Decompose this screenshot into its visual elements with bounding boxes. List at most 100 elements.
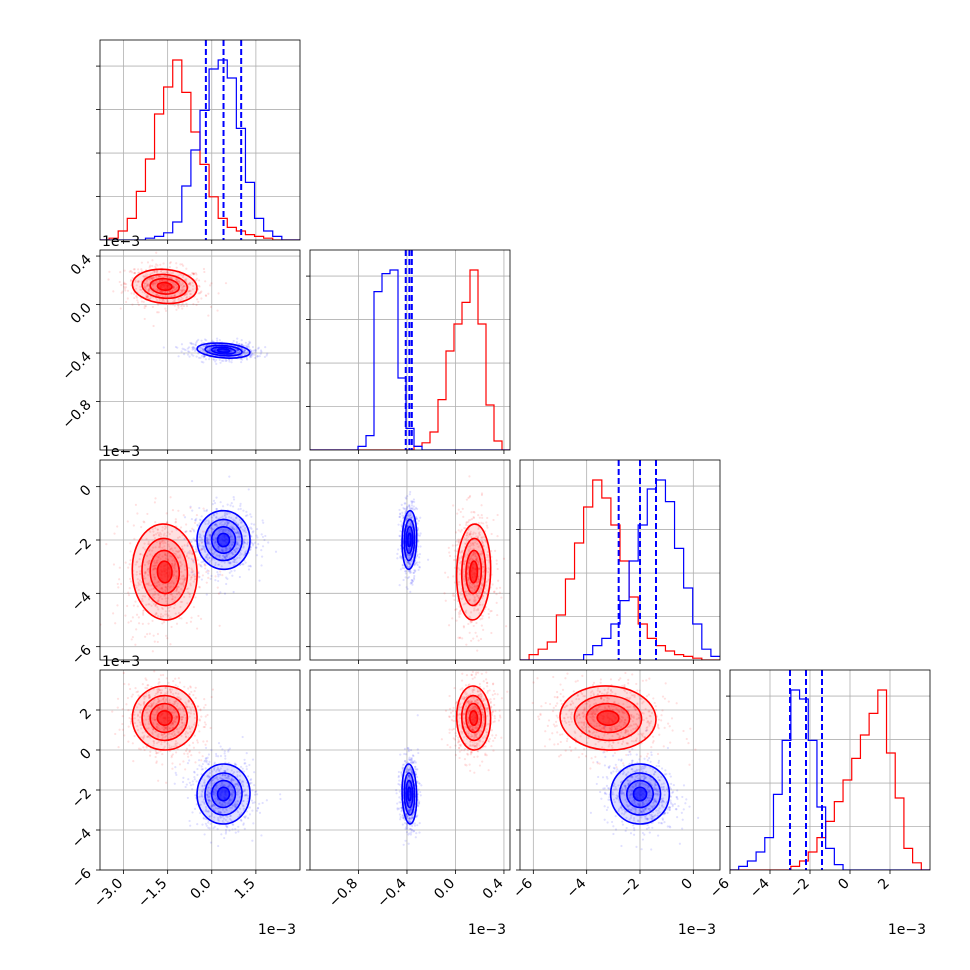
sample-point	[181, 706, 184, 709]
sample-point	[479, 618, 482, 621]
sample-point	[238, 575, 241, 579]
sample-point	[163, 732, 166, 735]
panel-frame	[519, 459, 721, 661]
sample-point	[206, 553, 209, 556]
sample-point	[144, 548, 147, 551]
sample-point	[208, 349, 211, 352]
sample-point	[163, 594, 166, 597]
sample-point	[180, 296, 183, 299]
sample-point	[152, 568, 155, 571]
sample-point	[161, 736, 165, 739]
sample-point	[191, 271, 194, 275]
sample-point	[140, 261, 143, 264]
sample-point	[157, 687, 160, 690]
sample-point	[199, 709, 202, 712]
sample-point	[207, 826, 210, 829]
sample-point	[153, 561, 157, 565]
sample-point	[187, 346, 191, 349]
sample-point	[195, 303, 198, 307]
sample-point	[472, 552, 475, 555]
sample-point	[219, 570, 222, 573]
sample-point	[475, 558, 478, 561]
sample-point	[239, 351, 242, 354]
sample-point	[165, 586, 168, 590]
sample-point	[214, 537, 217, 540]
sample-point	[205, 344, 209, 347]
sample-point	[182, 575, 185, 578]
sample-point	[240, 780, 243, 783]
sample-point	[235, 516, 238, 519]
sample-point	[147, 722, 150, 726]
sample-point	[218, 554, 221, 557]
sample-point	[244, 531, 247, 534]
sample-point	[233, 762, 237, 765]
sample-point	[237, 789, 240, 792]
sample-point	[182, 288, 186, 291]
sample-point	[144, 665, 146, 667]
sample-point	[224, 521, 227, 524]
sample-point	[168, 276, 171, 279]
sample-point	[188, 715, 191, 718]
sample-point	[167, 614, 170, 617]
sample-point	[476, 594, 479, 597]
sample-point	[157, 707, 160, 710]
sample-point	[200, 536, 203, 540]
sample-point	[256, 347, 260, 350]
sample-point	[407, 561, 410, 564]
sample-point	[140, 736, 143, 739]
sample-point	[136, 714, 140, 718]
sample-point	[481, 574, 484, 577]
sample-point	[143, 284, 146, 287]
panel-frame	[309, 459, 511, 661]
sample-point	[218, 811, 221, 814]
sample-point	[163, 290, 166, 294]
sample-point	[460, 528, 463, 532]
sample-point	[215, 362, 218, 365]
sample-point	[484, 539, 487, 542]
sample-point	[465, 498, 469, 501]
sample-point	[409, 514, 413, 517]
sample-point	[157, 726, 160, 730]
sample-point	[412, 578, 416, 581]
sample-point	[151, 271, 154, 275]
sample-point	[407, 514, 410, 517]
sample-point	[468, 584, 471, 587]
contour-series-1	[149, 549, 181, 595]
sample-point	[201, 785, 204, 788]
sample-point	[159, 290, 163, 293]
sample-point	[190, 725, 194, 729]
sample-point	[177, 297, 181, 300]
sample-point	[175, 279, 179, 282]
sample-point	[231, 526, 234, 529]
sample-point	[473, 553, 476, 556]
sample-point	[198, 544, 201, 547]
sample-point	[223, 555, 226, 558]
sample-point	[157, 701, 160, 704]
sample-point	[154, 604, 157, 607]
sample-point	[183, 577, 186, 580]
sample-point	[230, 779, 233, 782]
sample-point	[210, 814, 213, 817]
sample-point	[128, 586, 131, 590]
sample-point	[228, 571, 231, 574]
sample-point	[236, 787, 239, 790]
sample-point	[250, 353, 253, 356]
sample-point	[136, 690, 140, 693]
sample-point	[408, 547, 411, 550]
sample-point	[242, 541, 245, 544]
sample-point	[241, 358, 244, 361]
sample-point	[132, 759, 135, 763]
sample-point	[409, 523, 412, 526]
sample-point	[165, 554, 168, 557]
sample-point	[239, 535, 242, 538]
sample-point	[464, 602, 467, 605]
sample-point	[148, 542, 151, 546]
sample-point	[211, 503, 214, 506]
sample-point	[257, 346, 260, 349]
sample-point	[126, 289, 130, 292]
sample-point	[469, 581, 472, 585]
sample-point	[202, 356, 205, 359]
sample-point	[224, 557, 227, 560]
sample-point	[230, 538, 234, 541]
sample-point	[166, 597, 169, 600]
